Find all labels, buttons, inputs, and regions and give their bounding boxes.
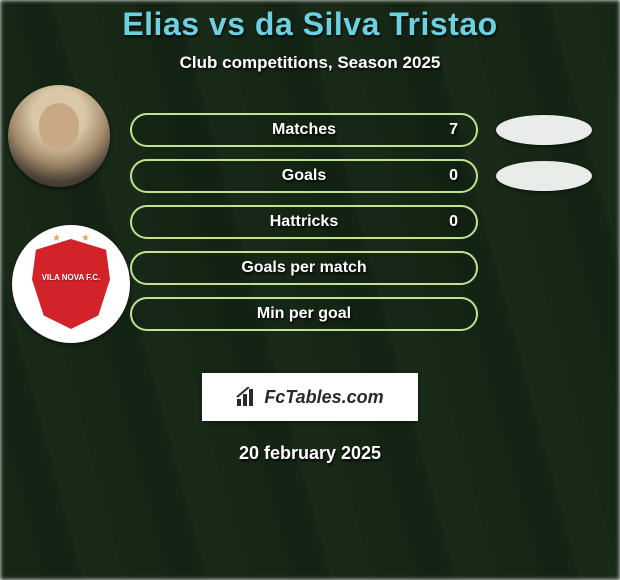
opponent-blob — [496, 161, 592, 191]
player-column: VILA NOVA F.C. — [0, 89, 130, 319]
shield-icon: VILA NOVA F.C. — [32, 239, 110, 329]
footer-date: 20 february 2025 — [0, 443, 620, 464]
stat-pill: Min per goal — [130, 297, 478, 331]
stat-label: Goals — [282, 167, 326, 185]
club-crest-text: VILA NOVA F.C. — [42, 274, 101, 282]
stat-pill: Goals per match — [130, 251, 478, 285]
stat-value: 7 — [449, 121, 458, 139]
branding-text: FcTables.com — [264, 387, 383, 408]
stats-block: VILA NOVA F.C. Matches 7 Goals 0 Hattric… — [0, 107, 620, 337]
stat-pill: Goals 0 — [130, 159, 478, 193]
bar-chart-icon — [236, 387, 258, 407]
page-title: Elias vs da Silva Tristao — [0, 6, 620, 43]
comparison-card: Elias vs da Silva Tristao Club competiti… — [0, 0, 620, 580]
stat-value: 0 — [449, 213, 458, 231]
stat-value: 0 — [449, 167, 458, 185]
stat-label: Hattricks — [270, 213, 338, 231]
club-crest: VILA NOVA F.C. — [12, 225, 130, 343]
stat-label: Matches — [272, 121, 336, 139]
stat-label: Min per goal — [257, 305, 351, 323]
stat-pill: Hattricks 0 — [130, 205, 478, 239]
player-avatar — [8, 85, 110, 187]
stat-pill: Matches 7 — [130, 113, 478, 147]
page-subtitle: Club competitions, Season 2025 — [0, 53, 620, 73]
opponent-blob — [496, 115, 592, 145]
stat-label: Goals per match — [241, 259, 366, 277]
branding-box: FcTables.com — [202, 373, 418, 421]
